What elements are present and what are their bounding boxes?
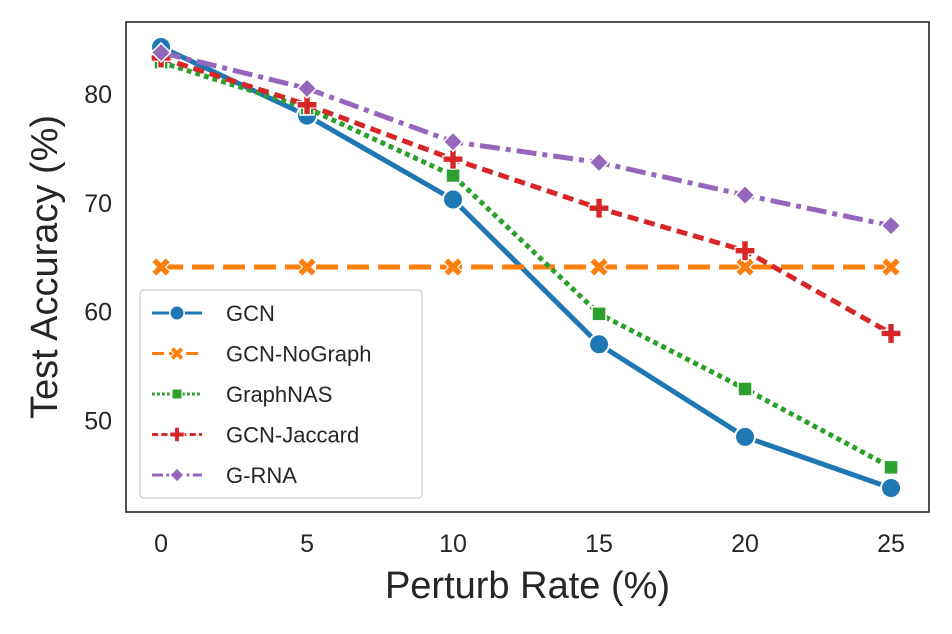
point-g-rna-20 [734,184,756,206]
series-layer [150,36,903,500]
legend-marker [169,305,185,321]
legend-marker [169,426,185,443]
point-gcn-nograph-25 [880,256,902,278]
point-gcn-15 [588,333,611,356]
point-g-rna-25 [880,215,902,237]
y-tick-label: 80 [84,81,112,109]
legend-box [139,289,423,499]
legend-entry-graphnas: GraphNAS [152,382,332,407]
y-axis-title: Test Accuracy (%) [24,115,66,419]
y-tick-label: 70 [84,190,112,218]
x-tick-label: 10 [439,530,467,558]
point-gcn-jaccard-15 [588,197,610,219]
series-gcn-nograph [150,256,902,278]
legend-entry-gcn-nograph: GCN-NoGraph [152,342,371,367]
point-gcn-jaccard-5 [296,94,318,116]
series-gcn-jaccard [150,47,902,345]
point-gcn-nograph-15 [588,256,610,278]
point-g-rna-5 [296,77,318,99]
point-gcn-nograph-5 [296,256,318,278]
legend-marker [169,467,185,483]
legend-entry-gcn-jaccard: GCN-Jaccard [152,423,359,448]
legend: GCN GCN-NoGraph GraphNAS GCN-Jaccard G-RNA [139,289,423,499]
series-line-g-rna [160,50,892,229]
legend-entry-g-rna: G-RNA [152,463,297,488]
x-tick-label: 20 [731,530,759,558]
point-gcn-jaccard-10 [442,148,464,170]
point-graphnas-15 [591,306,607,322]
x-tick-label: 5 [300,530,314,558]
point-gcn-nograph-20 [734,256,756,278]
x-tick-label: 15 [585,530,613,558]
series-line-gcn-jaccard [160,55,893,336]
point-g-rna-0 [150,41,172,64]
legend-label: GCN [226,301,275,326]
point-gcn-10 [442,188,465,211]
legend-label: G-RNA [226,463,297,488]
point-gcn-jaccard-25 [880,322,902,345]
point-gcn-25 [880,477,903,500]
series-g-rna [150,41,902,237]
series-line-graphnas [160,59,893,470]
legend-label: GCN-Jaccard [226,423,359,448]
point-graphnas-10 [445,167,461,184]
point-graphnas-25 [883,459,899,476]
plot-frame [125,21,930,513]
point-gcn-20 [734,425,757,448]
legend-marker [171,388,183,400]
y-ticks: 50 60 70 80 [84,81,112,436]
x-tick-label: 25 [877,530,905,558]
legend-marker [169,346,185,361]
series-line-gcn [159,44,892,491]
x-ticks: 0 5 10 15 20 25 [154,530,905,558]
y-tick-label: 60 [84,299,112,327]
legend-label: GCN-NoGraph [226,342,371,367]
x-tick-label: 0 [154,530,168,558]
point-graphnas-20 [737,381,753,397]
point-gcn-nograph-10 [442,256,464,278]
x-axis-title: Perturb Rate (%) [385,565,670,607]
point-g-rna-15 [588,151,610,174]
legend-label: GraphNAS [226,382,332,407]
point-gcn-nograph-0 [150,256,172,278]
legend-entry-gcn: GCN [152,301,275,326]
y-tick-label: 50 [84,408,112,436]
point-gcn-jaccard-20 [734,240,756,262]
point-g-rna-10 [442,131,464,153]
